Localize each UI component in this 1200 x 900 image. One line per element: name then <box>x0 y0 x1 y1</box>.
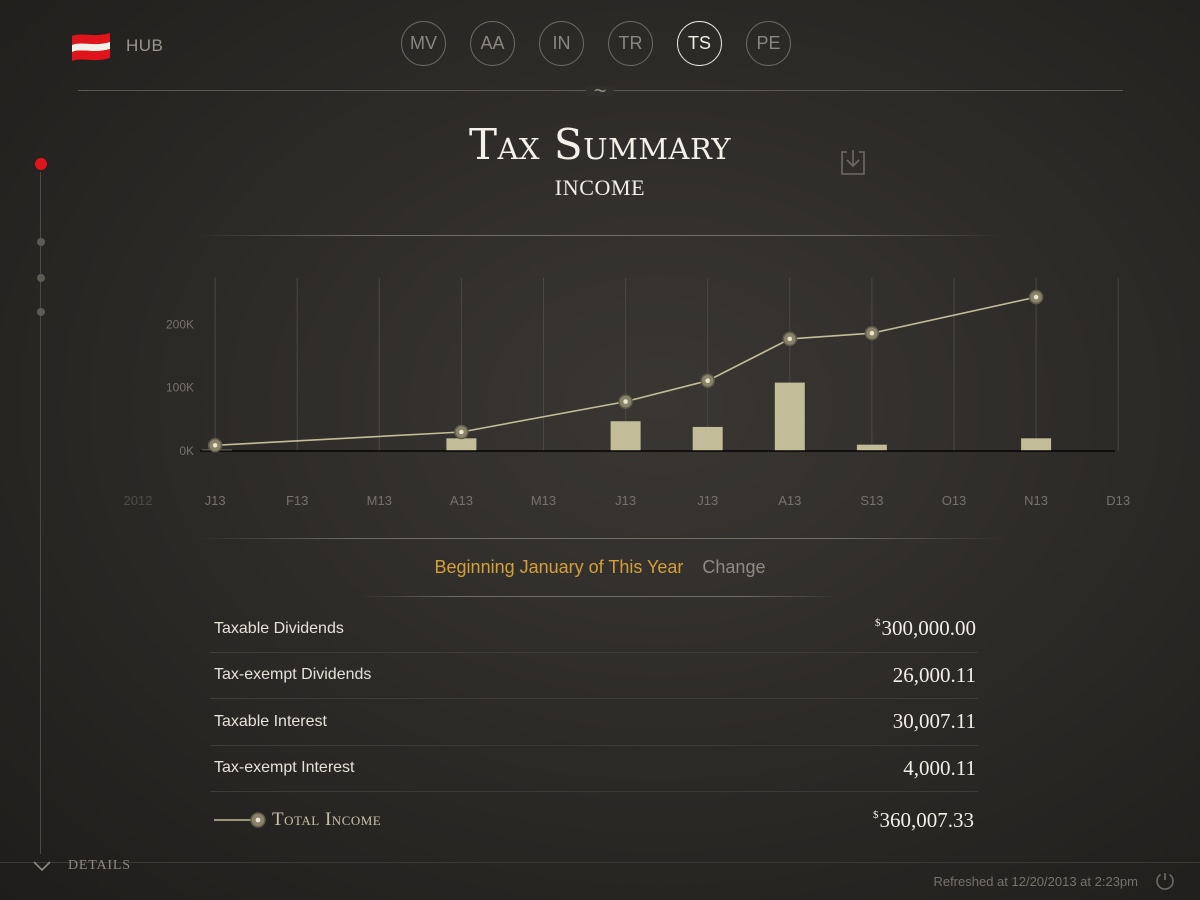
title-divider <box>195 235 1005 236</box>
x-tick-label: F13 <box>286 493 308 508</box>
x-tick-label: J13 <box>615 493 636 508</box>
row-value: 4,000.11 <box>902 756 978 781</box>
amount: 360,007.33 <box>879 807 975 832</box>
page-subtitle: INCOME <box>554 175 646 200</box>
income-table: Taxable Dividends $300,000.00 Tax-exempt… <box>210 606 978 792</box>
row-value: 26,000.11 <box>892 663 978 688</box>
x-tick-label: A13 <box>778 493 801 508</box>
x-tick-label: O13 <box>942 493 967 508</box>
bar <box>692 426 723 451</box>
amount: 300,000.00 <box>881 616 977 641</box>
change-period-button[interactable]: Change <box>702 557 766 577</box>
x-tick-label: 2012 <box>124 493 153 508</box>
chart-grid <box>214 278 1119 451</box>
x-tick-label: J13 <box>697 493 718 508</box>
row-label: Tax-exempt Interest <box>214 759 355 777</box>
chart-divider <box>195 538 1005 539</box>
y-tick-label: 200K <box>166 317 194 331</box>
amount: 30,007.11 <box>892 709 976 734</box>
chart-bars <box>202 382 1052 451</box>
row-label: Tax-exempt Dividends <box>214 666 372 684</box>
table-row[interactable]: Taxable Dividends $300,000.00 <box>210 606 978 653</box>
x-tick-label: M13 <box>367 493 392 508</box>
flag-icon <box>72 33 110 61</box>
line-point <box>700 373 715 388</box>
period-divider <box>360 596 840 597</box>
nav-tab-in[interactable]: IN <box>539 21 584 66</box>
hub-label: HUB <box>126 36 164 55</box>
row-value: $300,000.00 <box>875 616 978 641</box>
nav-tab-ts[interactable]: TS <box>677 21 722 66</box>
amount: 4,000.11 <box>903 755 976 780</box>
refreshed-timestamp: Refreshed at 12/20/2013 at 2:23pm <box>933 874 1138 889</box>
total-label: Total Income <box>272 809 382 830</box>
section-rail <box>40 172 41 854</box>
rail-dot[interactable] <box>37 238 45 246</box>
bar <box>774 382 805 451</box>
line-point <box>864 325 880 341</box>
nav-tab-mv[interactable]: MV <box>401 21 446 66</box>
x-tick-label: A13 <box>450 493 473 508</box>
nav-tab-pe[interactable]: PE <box>746 21 791 66</box>
income-chart: 0K 100K 200K 2012 J13 F13 M13 A13 M13 J13 J13 A13 S… <box>124 278 1131 508</box>
line-points <box>207 289 1044 453</box>
table-row[interactable]: Tax-exempt Dividends 26,000.11 <box>210 653 978 699</box>
period-label: Beginning January of This Year <box>434 557 684 577</box>
x-tick-label: N13 <box>1024 493 1048 508</box>
x-tick-labels: 2012 J13 F13 M13 A13 M13 J13 J13 A13 S13 O13 N13 D13 <box>124 493 1131 508</box>
amount: 26,000.11 <box>892 662 976 687</box>
row-value: 30,007.11 <box>892 709 978 734</box>
details-toggle[interactable]: DETAILS <box>32 858 131 874</box>
bar <box>446 438 477 451</box>
page-title: Tax Summary <box>468 120 732 169</box>
table-row[interactable]: Taxable Interest 30,007.11 <box>210 699 978 746</box>
line-point <box>207 438 223 453</box>
y-tick-labels: 0K 100K 200K <box>166 317 194 458</box>
y-tick-label: 100K <box>166 381 194 395</box>
download-icon[interactable] <box>838 147 868 177</box>
bar <box>1021 438 1052 451</box>
line-point <box>618 394 633 409</box>
divider-gap <box>586 86 614 96</box>
footer-divider <box>0 862 1200 863</box>
chevron-down-icon <box>33 861 51 872</box>
line-point <box>1028 289 1044 305</box>
line-legend-icon <box>214 812 266 828</box>
divider-ornament: ~ <box>593 78 607 103</box>
bar <box>610 421 641 451</box>
currency-symbol: $ <box>875 617 881 630</box>
total-row: Total Income $360,007.33 <box>210 798 978 842</box>
line-point <box>782 331 798 347</box>
currency-symbol: $ <box>873 808 879 821</box>
table-row[interactable]: Tax-exempt Interest 4,000.11 <box>210 746 978 792</box>
x-tick-label: D13 <box>1106 493 1130 508</box>
hub-button[interactable]: HUB <box>70 30 163 62</box>
module-nav: MV AA IN TR TS PE <box>401 21 791 66</box>
x-tick-label: J13 <box>205 493 226 508</box>
row-label: Taxable Dividends <box>214 619 344 637</box>
rail-dot[interactable] <box>37 308 45 316</box>
refresh-icon[interactable] <box>1154 869 1176 891</box>
period-selector: Beginning January of This Year Change <box>300 557 900 578</box>
rail-dot-current[interactable] <box>35 158 47 170</box>
total-key: Total Income <box>210 809 381 831</box>
x-tick-label: M13 <box>531 493 556 508</box>
rail-dot[interactable] <box>37 274 45 282</box>
nav-tab-aa[interactable]: AA <box>470 21 515 66</box>
x-tick-label: S13 <box>860 493 883 508</box>
total-value: $360,007.33 <box>873 808 978 833</box>
row-label: Taxable Interest <box>214 712 327 730</box>
details-label: DETAILS <box>68 858 131 873</box>
bar <box>856 444 887 451</box>
nav-tab-tr[interactable]: TR <box>608 21 653 66</box>
y-tick-label: 0K <box>179 444 194 458</box>
line-point <box>454 424 469 440</box>
